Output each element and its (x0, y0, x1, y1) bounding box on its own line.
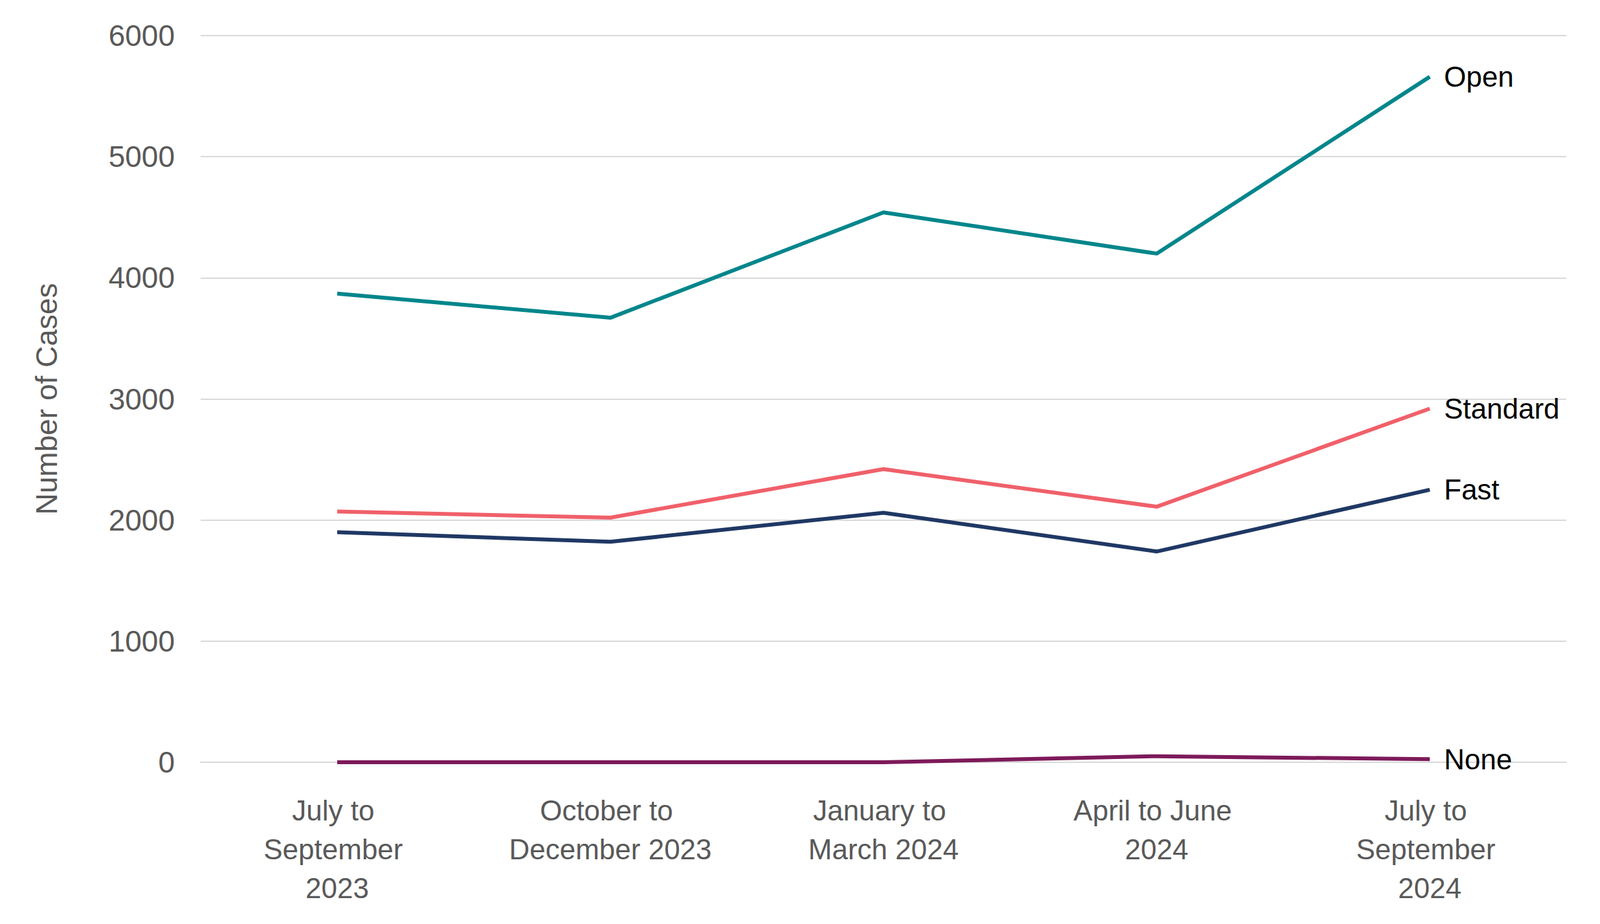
svg-text:6000: 6000 (108, 18, 175, 53)
svg-text:2024: 2024 (1124, 833, 1189, 866)
svg-text:April to June: April to June (1073, 794, 1241, 827)
svg-text:2000: 2000 (108, 503, 175, 538)
svg-text:Fast: Fast (1444, 473, 1500, 506)
svg-text:January to: January to (812, 794, 955, 827)
svg-text:March 2024: March 2024 (808, 833, 959, 866)
svg-text:Standard: Standard (1444, 392, 1560, 425)
svg-text:None: None (1444, 743, 1512, 776)
svg-text:Open: Open (1444, 60, 1514, 93)
svg-text:4000: 4000 (108, 260, 175, 295)
svg-text:0: 0 (157, 745, 175, 780)
svg-text:Number of Cases: Number of Cases (29, 283, 64, 516)
svg-text:September: September (1355, 833, 1503, 866)
svg-text:October to: October to (539, 794, 681, 827)
svg-text:September: September (263, 833, 411, 866)
svg-text:2023: 2023 (305, 872, 369, 905)
svg-text:3000: 3000 (108, 382, 175, 417)
svg-text:5000: 5000 (108, 139, 175, 174)
svg-text:December 2023: December 2023 (508, 833, 712, 866)
svg-text:1000: 1000 (108, 624, 175, 659)
svg-text:2024: 2024 (1398, 872, 1462, 905)
svg-text:July to: July to (1384, 794, 1475, 827)
svg-text:July to: July to (291, 794, 382, 827)
